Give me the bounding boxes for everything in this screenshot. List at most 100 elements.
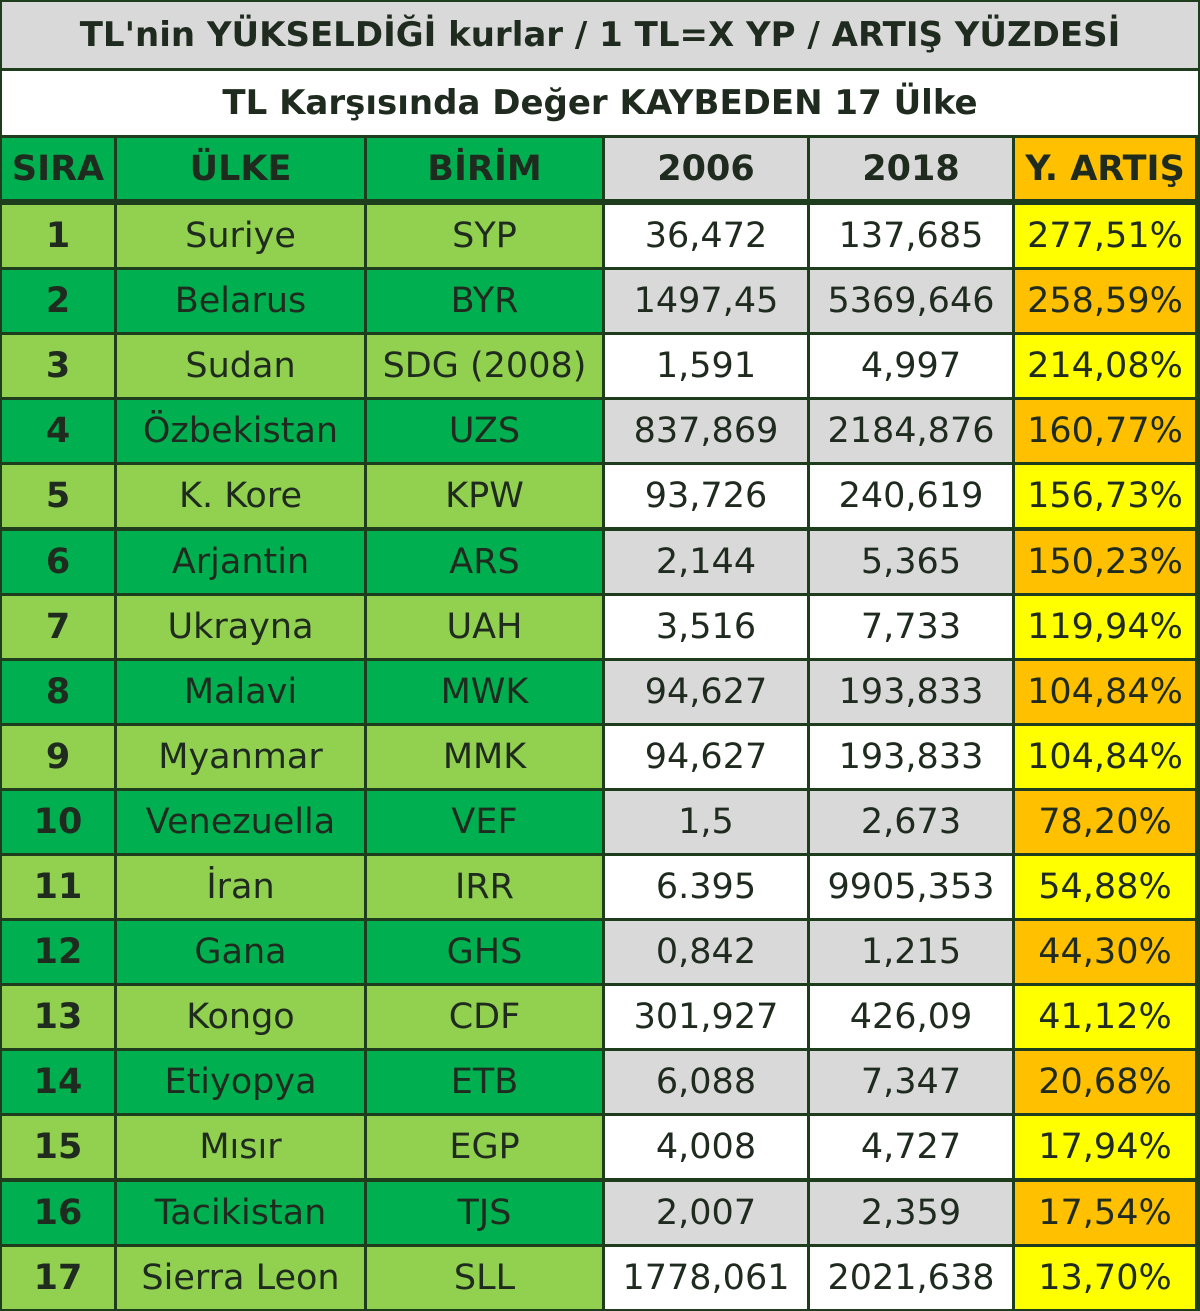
row-number: 3 xyxy=(2,335,114,398)
table-cell: 0,842 xyxy=(605,921,807,984)
row-number: 6 xyxy=(2,530,114,593)
table-cell: Kongo xyxy=(117,986,364,1049)
table-cell: 4,008 xyxy=(605,1116,807,1179)
table-cell: MMK xyxy=(367,725,602,788)
row-number: 16 xyxy=(2,1181,114,1244)
row-number: 13 xyxy=(2,986,114,1049)
table-cell: 5369,646 xyxy=(810,270,1012,333)
row-number: 1 xyxy=(2,205,114,268)
table-cell: Belarus xyxy=(117,270,364,333)
table-cell: Venezuella xyxy=(117,790,364,853)
table-cell: IRR xyxy=(367,856,602,919)
row-number: 14 xyxy=(2,1051,114,1114)
table-cell: SYP xyxy=(367,205,602,268)
row-number: 2 xyxy=(2,270,114,333)
table-cell: 4,997 xyxy=(810,335,1012,398)
row-number: 15 xyxy=(2,1116,114,1179)
table-cell: Özbekistan xyxy=(117,400,364,463)
table-cell: GHS xyxy=(367,921,602,984)
table-cell: 41,12% xyxy=(1015,986,1195,1049)
column-header: BİRİM xyxy=(367,138,602,199)
table-cell: 160,77% xyxy=(1015,400,1195,463)
table-cell: K. Kore xyxy=(117,465,364,528)
table-cell: 214,08% xyxy=(1015,335,1195,398)
table-cell: 240,619 xyxy=(810,465,1012,528)
table-cell: İran xyxy=(117,856,364,919)
table-cell: KPW xyxy=(367,465,602,528)
table-cell: UAH xyxy=(367,595,602,658)
table-cell: 156,73% xyxy=(1015,465,1195,528)
table-cell: 6.395 xyxy=(605,856,807,919)
table-cell: 36,472 xyxy=(605,205,807,268)
table-cell: 258,59% xyxy=(1015,270,1195,333)
table-cell: 2,144 xyxy=(605,530,807,593)
table-cell: 1,591 xyxy=(605,335,807,398)
table-cell: EGP xyxy=(367,1116,602,1179)
table-cell: 6,088 xyxy=(605,1051,807,1114)
table-cell: 150,23% xyxy=(1015,530,1195,593)
row-number: 8 xyxy=(2,660,114,723)
row-number: 5 xyxy=(2,465,114,528)
row-number: 7 xyxy=(2,595,114,658)
table-cell: 4,727 xyxy=(810,1116,1012,1179)
table-cell: Gana xyxy=(117,921,364,984)
column-header: ÜLKE xyxy=(117,138,364,199)
table-cell: 17,54% xyxy=(1015,1181,1195,1244)
table-cell: 1497,45 xyxy=(605,270,807,333)
column-header: 2006 xyxy=(605,138,807,199)
table-cell: Arjantin xyxy=(117,530,364,593)
table-cell: 1778,061 xyxy=(605,1246,807,1309)
table-cell: 119,94% xyxy=(1015,595,1195,658)
table-cell: 2184,876 xyxy=(810,400,1012,463)
table-cell: 44,30% xyxy=(1015,921,1195,984)
table-cell: Malavi xyxy=(117,660,364,723)
table-cell: Tacikistan xyxy=(117,1181,364,1244)
table-cell: Myanmar xyxy=(117,725,364,788)
table-cell: 94,627 xyxy=(605,660,807,723)
table-cell: Sudan xyxy=(117,335,364,398)
table-cell: 2,673 xyxy=(810,790,1012,853)
title: TL'nin YÜKSELDİĞİ kurlar / 1 TL=X YP / A… xyxy=(2,2,1198,68)
table-cell: 193,833 xyxy=(810,725,1012,788)
table-cell: 7,733 xyxy=(810,595,1012,658)
table-cell: 2,359 xyxy=(810,1181,1012,1244)
table-cell: 93,726 xyxy=(605,465,807,528)
table-cell: 5,365 xyxy=(810,530,1012,593)
table-cell: Sierra Leon xyxy=(117,1246,364,1309)
table-cell: 104,84% xyxy=(1015,725,1195,788)
column-header: Y. ARTIŞ xyxy=(1015,138,1195,199)
table-cell: 54,88% xyxy=(1015,856,1195,919)
table-cell: ARS xyxy=(367,530,602,593)
table-cell: 17,94% xyxy=(1015,1116,1195,1179)
table-cell: 78,20% xyxy=(1015,790,1195,853)
table-cell: 277,51% xyxy=(1015,205,1195,268)
column-header: SIRA xyxy=(2,138,114,199)
row-number: 10 xyxy=(2,790,114,853)
row-number: 9 xyxy=(2,725,114,788)
table-cell: UZS xyxy=(367,400,602,463)
table-cell: Suriye xyxy=(117,205,364,268)
table-cell: VEF xyxy=(367,790,602,853)
table-cell: 104,84% xyxy=(1015,660,1195,723)
table-cell: 20,68% xyxy=(1015,1051,1195,1114)
table-cell: SDG (2008) xyxy=(367,335,602,398)
table-cell: CDF xyxy=(367,986,602,1049)
table-cell: 193,833 xyxy=(810,660,1012,723)
table-cell: 2021,638 xyxy=(810,1246,1012,1309)
table-cell: Mısır xyxy=(117,1116,364,1179)
row-number: 17 xyxy=(2,1246,114,1309)
table-cell: 1,215 xyxy=(810,921,1012,984)
table-cell: Ukrayna xyxy=(117,595,364,658)
row-number: 12 xyxy=(2,921,114,984)
table-cell: SLL xyxy=(367,1246,602,1309)
table-cell: ETB xyxy=(367,1051,602,1114)
subtitle: TL Karşısında Değer KAYBEDEN 17 Ülke xyxy=(2,71,1198,135)
table-cell: 1,5 xyxy=(605,790,807,853)
table-cell: 837,869 xyxy=(605,400,807,463)
table-cell: 301,927 xyxy=(605,986,807,1049)
table-cell: 7,347 xyxy=(810,1051,1012,1114)
table-cell: 13,70% xyxy=(1015,1246,1195,1309)
row-number: 11 xyxy=(2,856,114,919)
table-cell: 94,627 xyxy=(605,725,807,788)
